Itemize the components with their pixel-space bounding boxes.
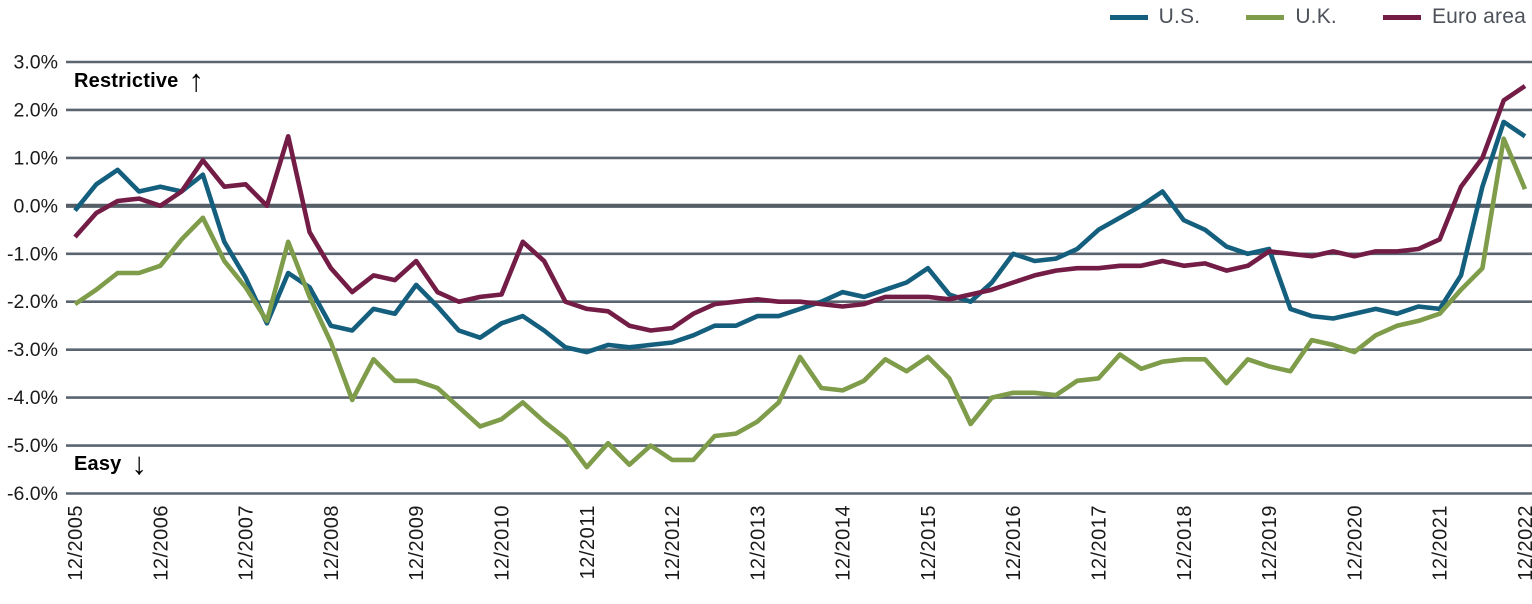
legend-item-us: U.S. [1109,5,1201,29]
x-tick-label: 12/2007 [236,505,258,581]
y-tick-label: -2.0% [7,291,58,313]
easy-annotation: Easy ↓ [74,445,148,481]
y-tick-label: 0.0% [14,195,58,217]
x-tick-label: 12/2016 [1003,505,1025,581]
x-tick-label: 12/2012 [662,505,684,581]
x-tick-label: 12/2021 [1430,505,1452,581]
y-tick-label: -1.0% [7,243,58,265]
x-tick-label: 12/2018 [1174,505,1196,581]
x-tick-label: 12/2009 [406,505,428,581]
x-tick-label: 12/2011 [577,505,599,579]
legend-item-euro: Euro area [1382,5,1526,29]
series-line-uk [73,136,1528,470]
x-tick-label: 12/2015 [918,505,940,581]
y-tick-label: -6.0% [7,483,58,505]
x-tick-label: 12/2014 [833,505,855,581]
up-arrow-icon: ↑ [188,62,205,98]
x-tick-label: 12/2005 [65,505,87,581]
x-tick-label: 12/2013 [747,505,769,581]
legend-label-us: U.S. [1158,5,1201,28]
legend-item-uk: U.K. [1246,5,1337,29]
legend-label-euro: Euro area [1431,5,1526,28]
restrictive-label: Restrictive [74,70,179,92]
legend-label-uk: U.K. [1295,5,1337,28]
x-tick-label: 12/2020 [1344,505,1366,581]
restrictive-annotation: Restrictive ↑ [74,62,205,98]
series-line-us [73,119,1527,355]
x-tick-label: 12/2019 [1259,505,1281,581]
euro-line-swatch-icon [1382,14,1421,20]
x-tick-label: 12/2017 [1089,505,1111,581]
series-line-euroarea [73,84,1527,333]
y-tick-label: -5.0% [7,435,58,457]
y-tick-label: 2.0% [14,99,58,121]
y-tick-label: -4.0% [7,387,58,409]
y-tick-label: 1.0% [14,147,58,169]
x-tick-label: 12/2022 [1515,505,1532,581]
x-tick-label: 12/2006 [150,505,172,581]
x-tick-label: 12/2010 [491,505,513,581]
chart-legend: U.S. U.K. Euro area [1064,5,1526,29]
easy-label: Easy [74,453,122,475]
us-line-swatch-icon [1109,14,1148,20]
y-tick-label: 3.0% [14,52,58,74]
uk-line-swatch-icon [1246,14,1285,20]
y-tick-label: -3.0% [7,339,58,361]
x-tick-label: 12/2008 [321,505,343,581]
down-arrow-icon: ↓ [131,445,148,481]
